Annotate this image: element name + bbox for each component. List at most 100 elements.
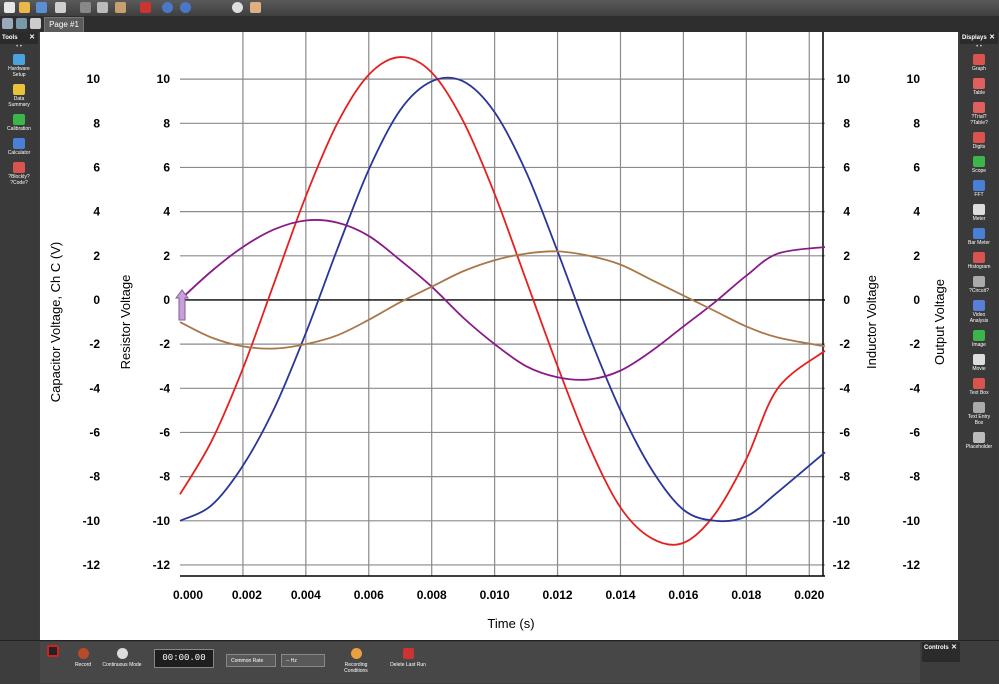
- y-tick-label: -12: [153, 558, 171, 572]
- displays-item-fft[interactable]: FFT: [960, 180, 998, 198]
- recording-conditions-button[interactable]: Recording Conditions: [340, 648, 372, 674]
- journal-icon[interactable]: [250, 2, 261, 13]
- y-tick-label: 10: [87, 72, 101, 86]
- panel-grip[interactable]: • •: [16, 44, 22, 50]
- cut-icon[interactable]: [80, 2, 91, 13]
- displays-item-video-analysis[interactable]: Video Analysis: [960, 300, 998, 324]
- displays-item-table[interactable]: Table: [960, 78, 998, 96]
- y-tick-label: 10: [907, 72, 921, 86]
- page-settings-icon[interactable]: [16, 18, 27, 29]
- close-icon[interactable]: ✕: [951, 644, 957, 651]
- displays-item-scope[interactable]: Scope: [960, 156, 998, 174]
- displays-item-trial-table[interactable]: ?Trial? ?Table?: [960, 102, 998, 126]
- y-tick-label: -10: [833, 514, 851, 528]
- y-axis-label-output: Output Voltage: [932, 279, 947, 365]
- meter-icon: [973, 204, 985, 215]
- redo-icon[interactable]: [180, 2, 191, 13]
- displays-item-graph[interactable]: Graph: [960, 54, 998, 72]
- close-icon[interactable]: ✕: [29, 34, 35, 41]
- displays-item-text-entry[interactable]: Text Entry Box: [960, 402, 998, 426]
- close-icon[interactable]: ✕: [989, 34, 995, 41]
- graph-icon: [973, 54, 985, 65]
- sample-rate-field[interactable]: -- Hz: [281, 654, 325, 667]
- displays-list: Graph Table ?Trial? ?Table? Digits Scope FFT Me…: [960, 54, 998, 450]
- open-folder-icon[interactable]: [19, 2, 30, 13]
- delete-last-run-button[interactable]: Delete Last Run: [386, 648, 430, 668]
- paste-icon[interactable]: [115, 2, 126, 13]
- y-tick-label: 6: [163, 160, 170, 174]
- tools-item-data-summary[interactable]: Data Summary: [0, 84, 38, 108]
- series-line-0[interactable]: [179, 56, 826, 546]
- calibration-icon: [13, 114, 25, 125]
- panel-grip[interactable]: • •: [976, 44, 982, 50]
- y-tick-label: -6: [909, 425, 920, 439]
- controls-panel-header: Controls ✕: [922, 642, 960, 654]
- item-label: ?Table?: [970, 120, 988, 126]
- undo-icon[interactable]: [162, 2, 173, 13]
- trigger-marker-icon[interactable]: [175, 289, 189, 321]
- tools-item-calibration[interactable]: Calibration: [0, 114, 38, 132]
- displays-item-circuit[interactable]: ?Circuit?: [960, 276, 998, 294]
- tab-page-1[interactable]: Page #1: [44, 17, 84, 32]
- displays-item-meter[interactable]: Meter: [960, 204, 998, 222]
- item-label: Hardware: [8, 66, 30, 72]
- controls-panel: Controls ✕: [922, 642, 960, 662]
- graph-display[interactable]: 0.000 0.002 0.004 0.006 0.008 0.010 0.012 0.014…: [40, 32, 958, 640]
- displays-item-movie[interactable]: Movie: [960, 354, 998, 372]
- displays-item-text-box[interactable]: Text Box: [960, 378, 998, 396]
- recording-conditions-label-1: Recording: [344, 662, 368, 668]
- save-icon[interactable]: [36, 2, 47, 13]
- x-tick-label: 0.004: [291, 588, 321, 602]
- displays-item-histogram[interactable]: Histogram: [960, 252, 998, 270]
- y-axis-label-inductor: Inductor Voltage: [864, 275, 879, 369]
- bar-meter-icon: [973, 228, 985, 239]
- print-icon[interactable]: [55, 2, 66, 13]
- y-axis-label-resistor: Resistor Voltage: [118, 275, 133, 370]
- item-label: ?Code?: [10, 180, 28, 186]
- item-label: Histogram: [967, 264, 991, 270]
- y-tick-label: -8: [89, 470, 100, 484]
- record-button[interactable]: Record: [66, 648, 100, 668]
- y-tick-label: -2: [839, 337, 850, 351]
- y-tick-label: 0: [843, 293, 850, 307]
- common-rate-select[interactable]: Common Rate: [226, 654, 276, 667]
- x-tick-label: 0.000: [173, 588, 203, 602]
- record-toggle[interactable]: [46, 645, 60, 660]
- y-tick-label: 6: [843, 160, 850, 174]
- y-tick-label: -2: [159, 337, 170, 351]
- item-label: Analysis: [969, 318, 989, 324]
- x-tick-label: 0.020: [794, 588, 824, 602]
- x-tick-label: 0.010: [480, 588, 510, 602]
- displays-item-digits[interactable]: Digits: [960, 132, 998, 150]
- displays-item-placeholder[interactable]: Placeholder: [960, 432, 998, 450]
- y-tick-label: -8: [909, 470, 920, 484]
- movie-icon: [973, 354, 985, 365]
- y-tick-label: -4: [89, 381, 100, 395]
- y-tick-label: -4: [909, 381, 920, 395]
- tools-item-calculator[interactable]: Calculator: [0, 138, 38, 156]
- voltage-chart[interactable]: 0.000 0.002 0.004 0.006 0.008 0.010 0.012 0.014…: [40, 32, 958, 640]
- tools-item-blockly[interactable]: ?Blockly? ?Code?: [0, 162, 38, 186]
- displays-item-image[interactable]: Image: [960, 330, 998, 348]
- calculator-icon: [13, 138, 25, 149]
- series-line-3[interactable]: [179, 250, 826, 350]
- x-tick-label: 0.016: [668, 588, 698, 602]
- delete-last-run-label: Delete Last Run: [390, 662, 426, 668]
- copy-icon[interactable]: [97, 2, 108, 13]
- elapsed-time-display: 00:00.00: [154, 649, 214, 668]
- chart-series: [179, 56, 826, 546]
- new-file-icon[interactable]: [4, 2, 15, 13]
- item-label: FFT: [974, 192, 984, 198]
- text-entry-icon: [973, 402, 985, 413]
- page-layout-icon[interactable]: [2, 18, 13, 29]
- tools-item-hardware-setup[interactable]: Hardware Setup: [0, 54, 38, 78]
- delete-icon[interactable]: [140, 2, 151, 13]
- displays-item-bar-meter[interactable]: Bar Meter: [960, 228, 998, 246]
- page-add-icon[interactable]: [30, 18, 41, 29]
- continuous-mode-button[interactable]: Continuous Mode: [98, 648, 146, 668]
- y-tick-label: 2: [163, 249, 170, 263]
- series-line-2[interactable]: [179, 219, 826, 381]
- record-stop-icon[interactable]: [47, 645, 59, 657]
- series-line-1[interactable]: [179, 76, 826, 523]
- camera-icon[interactable]: [232, 2, 243, 13]
